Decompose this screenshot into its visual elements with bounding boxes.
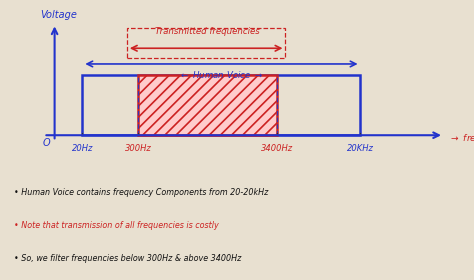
Text: O: O: [43, 138, 50, 148]
Text: • Note that transmission of all frequencies is costly: • Note that transmission of all frequenc…: [14, 221, 219, 230]
Text: • So, we filter frequencies below 300Hz & above 3400Hz: • So, we filter frequencies below 300Hz …: [14, 254, 242, 263]
Text: Voltage: Voltage: [41, 10, 78, 20]
Text: 3400Hz: 3400Hz: [261, 144, 293, 153]
Text: 300Hz: 300Hz: [125, 144, 151, 153]
Bar: [82, 75, 361, 135]
Bar: [138, 75, 277, 135]
Text: • Human Voice contains frequency Components from 20-20kHz: • Human Voice contains frequency Compone…: [14, 188, 269, 197]
Text: $\rightarrow$ freq (f): $\rightarrow$ freq (f): [449, 132, 474, 145]
Text: 20KHz: 20KHz: [347, 144, 374, 153]
Text: $\leftarrow$ Human Voice $\rightarrow$: $\leftarrow$ Human Voice $\rightarrow$: [180, 69, 264, 80]
Bar: [138, 75, 277, 135]
Text: 20Hz: 20Hz: [72, 144, 93, 153]
Text: Transmitted frequencies: Transmitted frequencies: [155, 27, 260, 36]
